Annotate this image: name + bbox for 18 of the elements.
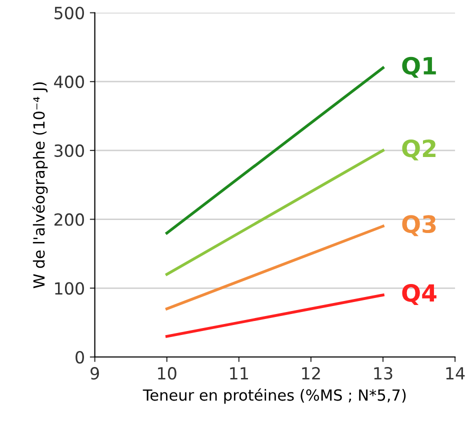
x-tick-label: 13 <box>374 367 392 380</box>
y-tick-label: 100 <box>55 282 84 295</box>
series-label: Q2 <box>402 139 436 160</box>
x-axis-title: Teneur en protéines (%MS ; N*5,7) <box>142 388 406 404</box>
y-tick-label: 0 <box>76 350 84 364</box>
series-label: Q4 <box>402 284 436 305</box>
y-axis-title: W de l'alvéographe (10⁻⁴ J) <box>32 82 48 288</box>
series-label: Q3 <box>402 215 436 236</box>
x-tick-label: 12 <box>302 367 320 380</box>
y-tick-label: 400 <box>54 76 84 88</box>
y-tick-label: 500 <box>54 6 84 20</box>
y-tick-label: 300 <box>54 144 84 158</box>
x-tick-label: 11 <box>230 367 248 380</box>
x-tick-label: 14 <box>446 367 465 380</box>
x-tick-label: 10 <box>158 367 176 380</box>
x-tick-label: 9 <box>90 367 99 380</box>
series-label: Q1 <box>402 56 436 78</box>
y-tick-label: 200 <box>54 213 84 226</box>
